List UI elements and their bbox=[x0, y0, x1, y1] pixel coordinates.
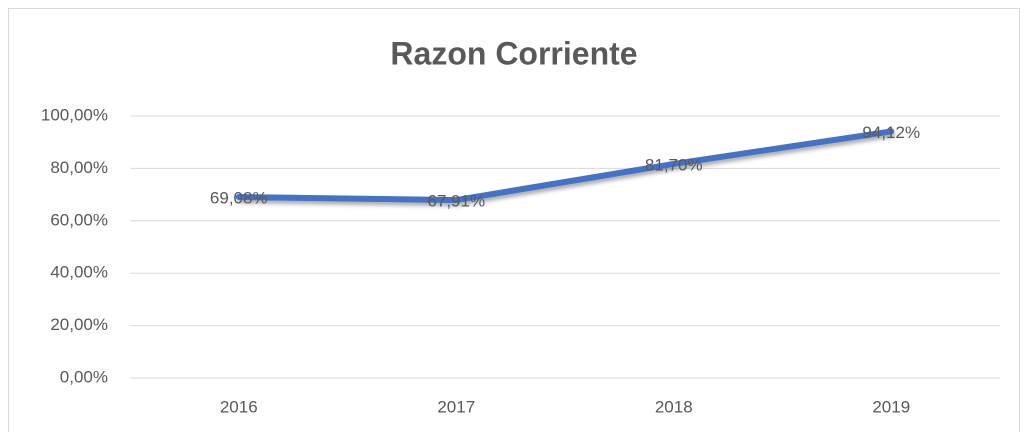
x-tick-label: 2016 bbox=[220, 397, 258, 416]
y-tick-label: 100,00% bbox=[41, 105, 108, 124]
y-tick-label: 20,00% bbox=[50, 315, 108, 334]
data-label: 81,70% bbox=[645, 155, 703, 174]
data-label: 67,91% bbox=[427, 192, 485, 211]
y-tick-label: 80,00% bbox=[50, 158, 108, 177]
y-tick-label: 40,00% bbox=[50, 263, 108, 282]
chart-border bbox=[8, 8, 1020, 432]
series-line bbox=[235, 128, 895, 204]
x-tick-label: 2019 bbox=[872, 397, 910, 416]
x-tick-label: 2018 bbox=[655, 397, 693, 416]
chart-title: Razon Corriente bbox=[390, 35, 637, 71]
x-tick-label: 2017 bbox=[437, 397, 475, 416]
y-tick-label: 0,00% bbox=[60, 367, 108, 386]
data-label: 94,12% bbox=[862, 123, 920, 142]
y-tick-label: 60,00% bbox=[50, 210, 108, 229]
data-label: 69,08% bbox=[210, 188, 268, 207]
